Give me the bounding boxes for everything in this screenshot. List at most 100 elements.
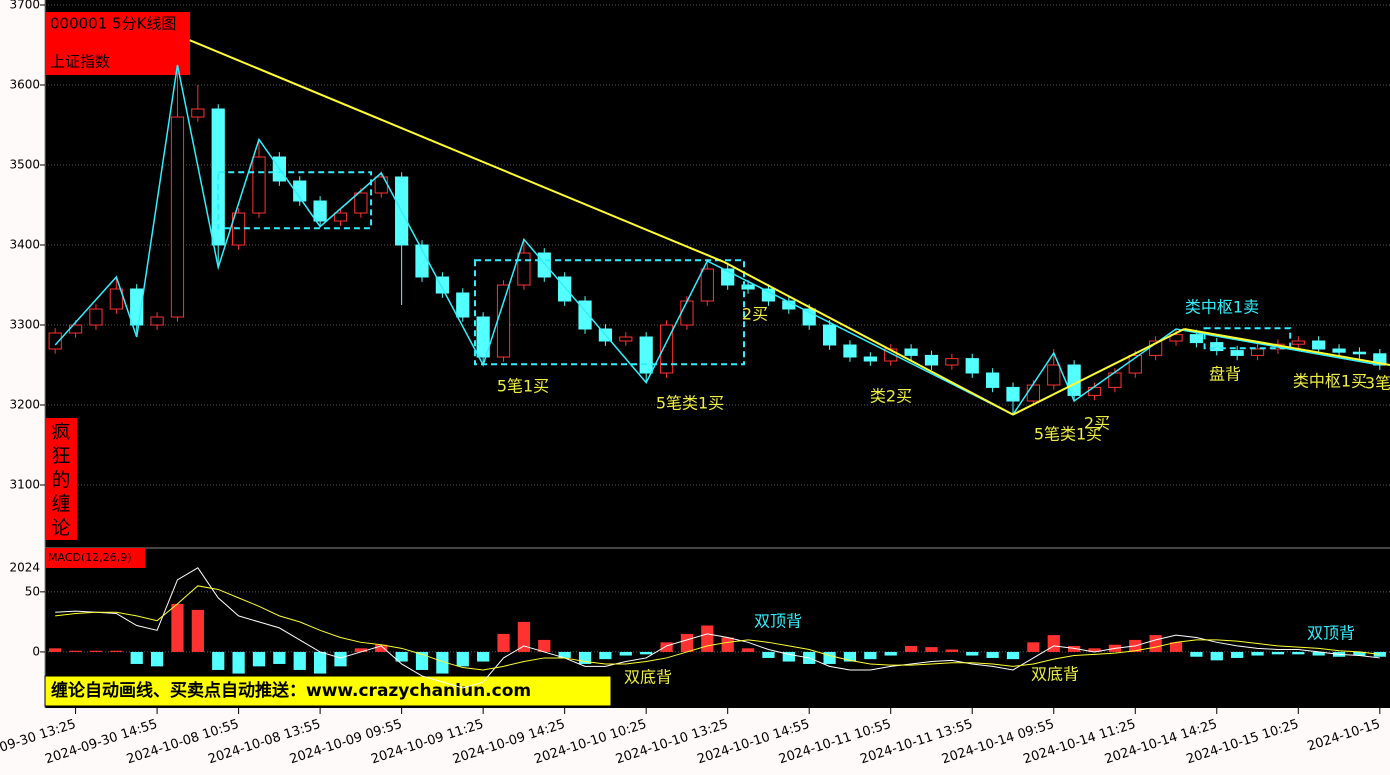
macd-bar xyxy=(1068,645,1081,652)
candle-body xyxy=(986,372,1000,388)
macd-bar xyxy=(619,651,632,656)
candle-body xyxy=(476,316,490,358)
candle-body xyxy=(1312,340,1326,350)
macd-bar xyxy=(456,651,469,667)
macd-bar xyxy=(1210,651,1223,661)
y-tick-label: 3500 xyxy=(9,158,40,172)
candle-body xyxy=(1352,351,1367,355)
watermark: 疯狂的缠论 xyxy=(45,418,77,540)
divergence-label: 双顶背 xyxy=(1307,624,1355,643)
candle-body xyxy=(680,300,694,326)
macd-bar xyxy=(110,650,123,652)
title-box xyxy=(45,12,190,75)
signal-label: 类中枢1卖 xyxy=(1185,298,1259,317)
macd-bar xyxy=(1312,651,1325,656)
banner: 缠论自动画线、买卖点自动推送：www.crazychanlun.com xyxy=(51,680,531,701)
macd-bar xyxy=(1251,651,1264,656)
candle-body xyxy=(456,292,470,318)
macd-bar xyxy=(640,651,653,655)
candle-body xyxy=(1026,384,1040,402)
candle-body xyxy=(517,252,531,286)
candle-body xyxy=(639,336,653,374)
macd-bar xyxy=(1006,651,1020,660)
candle-body xyxy=(170,116,185,318)
macd-bar xyxy=(273,651,286,664)
candle-body xyxy=(354,192,368,214)
signal-label: 5笔类1买 xyxy=(656,394,724,413)
candle-body xyxy=(293,180,307,202)
macd-bar xyxy=(762,651,775,658)
macd-bar xyxy=(171,603,184,652)
macd-bar xyxy=(1190,651,1203,657)
candle-body xyxy=(1291,340,1305,345)
macd-bar xyxy=(660,642,673,652)
macd-bar xyxy=(741,648,755,652)
macd-bar xyxy=(925,647,938,652)
macd-bar xyxy=(966,651,979,656)
macd-bar xyxy=(986,651,999,658)
macd-top-label: 2024 xyxy=(9,561,40,575)
candle-body xyxy=(1230,350,1244,356)
macd-bar xyxy=(191,609,204,652)
macd-bar xyxy=(395,651,408,662)
signal-label: 5笔1买 xyxy=(497,377,549,396)
macd-bar xyxy=(212,651,225,670)
macd-bar xyxy=(1231,651,1244,658)
chart-subtitle: 上证指数 xyxy=(50,53,110,71)
macd-bar xyxy=(864,651,877,660)
y-tick-label: 0 xyxy=(32,644,40,658)
signal-label: 2买 xyxy=(1084,414,1110,433)
candle-body xyxy=(761,288,776,302)
candle-body xyxy=(1332,348,1346,353)
macd-bar xyxy=(1047,635,1060,652)
candle-body xyxy=(1210,342,1224,352)
candle-body xyxy=(109,288,123,310)
macd-bar xyxy=(354,648,367,652)
divergence-label: 双顶背 xyxy=(754,612,802,631)
trend-line xyxy=(189,39,724,263)
candle-body xyxy=(843,344,857,358)
candle-body xyxy=(863,356,877,362)
y-tick-label: 3600 xyxy=(9,78,40,92)
candle-body xyxy=(374,176,388,194)
signal-label: 类中枢1买 xyxy=(1293,372,1367,391)
macd-bar xyxy=(823,651,836,664)
macd-bar xyxy=(477,651,490,662)
candle-body xyxy=(700,268,714,302)
candle-body xyxy=(191,108,205,118)
candle-body xyxy=(48,332,62,350)
macd-line xyxy=(55,585,1380,671)
macd-bar xyxy=(1353,651,1366,656)
macd-label-box xyxy=(45,548,145,568)
candle-body xyxy=(1373,353,1387,366)
macd-bar xyxy=(89,650,103,652)
macd-bar xyxy=(314,651,327,674)
macd-bar xyxy=(69,650,82,652)
candle-body xyxy=(1250,348,1265,356)
candle-body xyxy=(313,200,327,222)
macd-bar xyxy=(436,651,449,674)
macd-bar xyxy=(334,651,347,667)
macd-bar xyxy=(252,651,266,667)
macd-bar xyxy=(680,633,694,652)
candle-body xyxy=(89,308,103,326)
trend-line xyxy=(723,260,1014,416)
y-tick-label: 50 xyxy=(25,584,40,598)
macd-bar xyxy=(884,651,897,656)
macd-bar xyxy=(49,648,62,652)
divergence-label: 双底背 xyxy=(1031,665,1079,684)
zone-box xyxy=(217,171,373,230)
candle-body xyxy=(333,212,348,222)
candle-body xyxy=(1087,386,1102,396)
macd-bar xyxy=(558,651,571,658)
macd-bar xyxy=(701,625,714,652)
signal-label: 盘背 xyxy=(1209,365,1241,384)
candle-body xyxy=(924,354,939,366)
macd-bar xyxy=(1292,651,1305,655)
macd-bar xyxy=(497,633,510,652)
candle-body xyxy=(1047,364,1061,386)
macd-bar xyxy=(1271,651,1285,655)
candle-body xyxy=(558,276,572,302)
